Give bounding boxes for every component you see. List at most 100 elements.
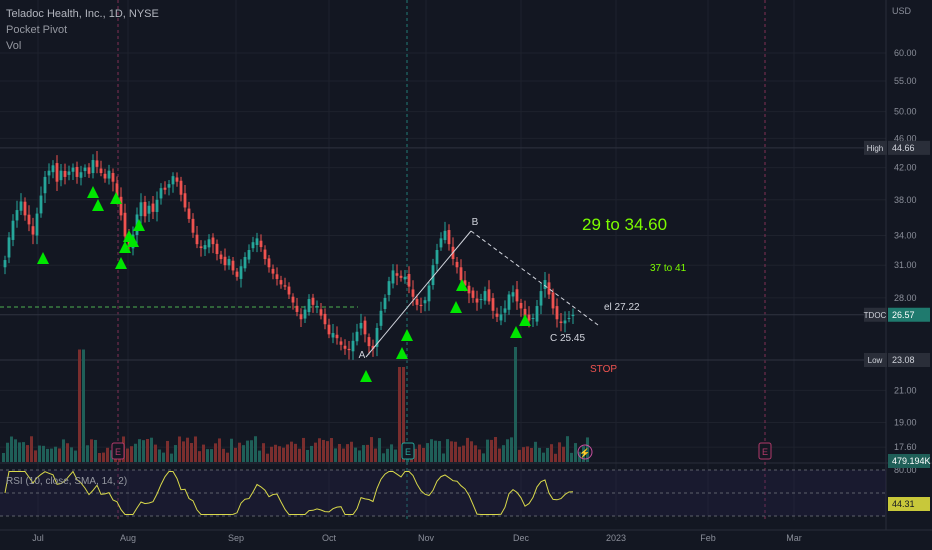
volume-bar (418, 444, 421, 462)
high-badge-value-box (888, 140, 930, 155)
candle-body (563, 320, 567, 324)
candle-body (559, 321, 563, 323)
wave-line-a-b (365, 230, 472, 358)
pocket-pivot-triangle (115, 257, 127, 269)
candle-body (275, 274, 279, 279)
volume-bar (322, 439, 325, 462)
volume-bar (586, 437, 589, 462)
candle-body (391, 270, 395, 284)
candle-body (495, 313, 499, 317)
volume-bar (50, 448, 53, 462)
candle-body (3, 260, 7, 268)
candle-body (471, 290, 475, 298)
pocket-pivot-triangle (401, 329, 413, 341)
volume-bar (446, 439, 449, 462)
volume-bar (22, 442, 25, 462)
volume-bar (458, 446, 461, 462)
volume-bar (166, 440, 169, 462)
pocket-pivot-triangle (37, 252, 49, 264)
earnings-marker-box (401, 442, 415, 460)
candle-body (243, 257, 247, 269)
candle-body (219, 254, 223, 260)
volume-bar (298, 448, 301, 462)
candle-body (227, 259, 231, 266)
candle-body (555, 306, 559, 320)
candle-body (499, 314, 503, 321)
candle-body (435, 250, 439, 264)
rsi-indicator-label[interactable]: RSI (10, close, SMA, 14, 2) (6, 476, 128, 487)
volume-bar (566, 436, 569, 462)
price-axis[interactable]: 60.00 55.00 50.00 46.00 42.00 38.00 34.00 31.00… (894, 48, 917, 475)
volume-bar (282, 447, 285, 462)
volume-bar (42, 445, 45, 462)
volume-bar (278, 446, 281, 462)
chart-title[interactable]: Teladoc Health, Inc., 1D, NYSE (6, 8, 159, 20)
volume-bar (534, 441, 537, 462)
pocket-pivot-triangle (119, 241, 131, 253)
time-axis-tick: Oct (322, 533, 337, 543)
volume-bar (274, 444, 277, 462)
candle-body (291, 296, 295, 303)
volume-bar (202, 444, 205, 462)
indicator-volume-label[interactable]: Vol (6, 40, 22, 52)
candle-body (231, 260, 235, 271)
candle-body (487, 289, 491, 302)
candle-body (403, 276, 407, 280)
rsi-axis-tick: 80.00 (894, 465, 917, 475)
annotations: E E E ⚡ A B 29 to 34.60 37 to 41 el 27.22 C 25.45… (111, 215, 772, 460)
volume-bar (554, 453, 557, 462)
candle-body (55, 163, 59, 182)
candle-body (175, 177, 179, 182)
time-axis-tick: Feb (700, 533, 716, 543)
candle-body (251, 242, 255, 249)
dividend-marker (577, 444, 593, 460)
candle-body (491, 298, 495, 311)
candle-body (87, 167, 91, 174)
candle-body (207, 239, 211, 248)
candle-body (215, 243, 219, 254)
candle-body (551, 292, 555, 309)
volume-bar (470, 441, 473, 462)
candle-body (295, 305, 299, 312)
pocket-pivot-triangle (92, 199, 104, 211)
candle-body (419, 304, 423, 307)
volume-bar (354, 447, 357, 462)
volume-bar (250, 440, 253, 462)
candle-body (107, 170, 111, 179)
price-axis-tick: 38.00 (894, 195, 917, 205)
volume-bar (246, 440, 249, 462)
price-axis-tick: 55.00 (894, 76, 917, 86)
time-axis-tick: Aug (120, 533, 136, 543)
candle-body (463, 280, 467, 286)
volume-bar (562, 446, 565, 462)
volume-bar (78, 349, 81, 462)
earnings-marker-box (758, 442, 772, 460)
candle-body (123, 212, 127, 237)
time-axis-tick: Mar (786, 533, 802, 543)
volume-bar (538, 447, 541, 462)
candle-body (515, 289, 519, 302)
lightning-icon: ⚡ (579, 447, 590, 459)
high-badge-label: High (867, 144, 883, 153)
candle-body (267, 258, 271, 268)
volume-bar (198, 451, 201, 462)
volume-bar (158, 449, 161, 462)
indicator-pocket-pivot-label[interactable]: Pocket Pivot (6, 24, 68, 36)
point-b-label: B (472, 217, 479, 228)
low-badge-value-box (888, 353, 930, 367)
time-axis[interactable]: Jul Aug Sep Oct Nov Dec 2023 Feb Mar (0, 529, 932, 543)
volume-bar (162, 452, 165, 462)
volume-bar (90, 439, 93, 462)
candle-body (483, 291, 487, 301)
volume-bar (558, 442, 561, 462)
volume-bar (254, 436, 257, 462)
candle-body (67, 171, 71, 175)
candle-body (459, 267, 463, 281)
candle-body (479, 299, 483, 301)
volume-bar (194, 436, 197, 462)
volume-bar (206, 449, 209, 462)
candle-body (179, 180, 183, 195)
candle-body (139, 202, 143, 217)
candle-body (319, 309, 323, 316)
